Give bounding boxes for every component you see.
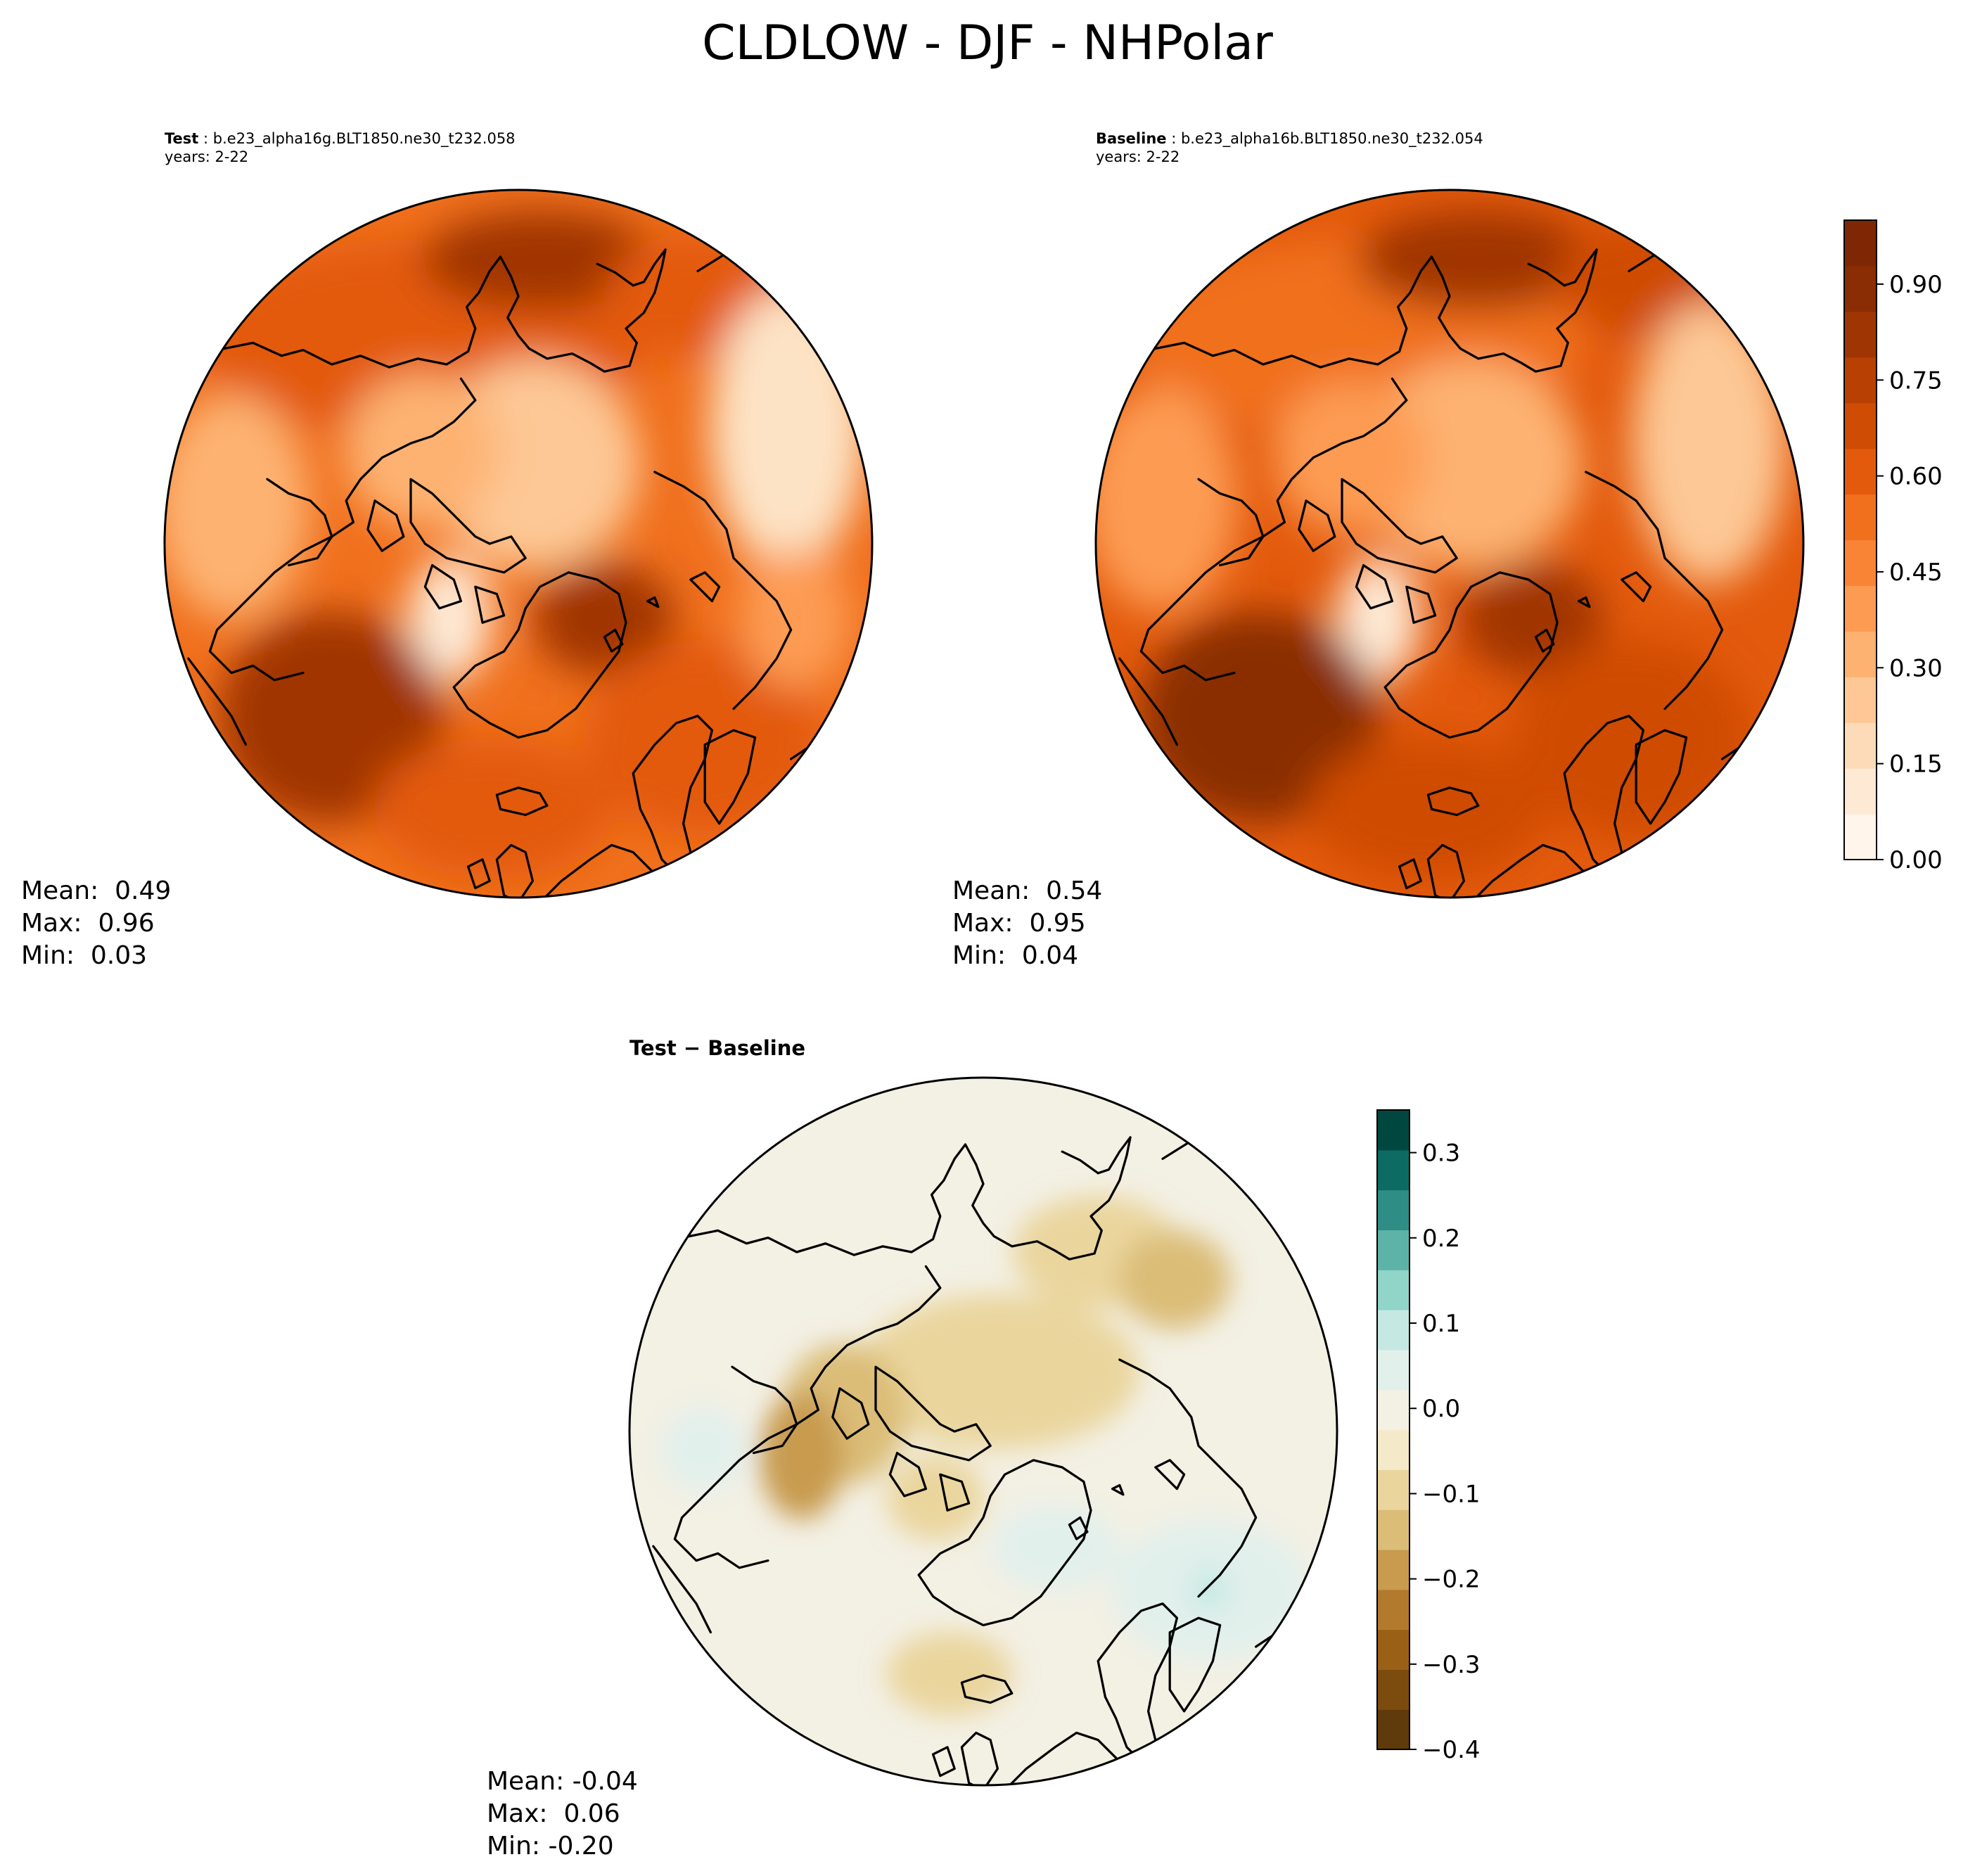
diff-colorbar-swatch — [1377, 1629, 1410, 1670]
diff-colorbar-swatch — [1377, 1589, 1410, 1631]
diff-colorbar-swatch — [1377, 1349, 1410, 1391]
diff-colorbar-tick-label: −0.1 — [1422, 1480, 1481, 1508]
test-max: Max: 0.96 — [21, 909, 155, 938]
diff-map — [628, 1076, 1338, 1787]
figure-title: CLDLOW - DJF - NHPolar — [702, 15, 1273, 71]
diff-colorbar-tick-label: −0.2 — [1422, 1566, 1481, 1594]
abs-colorbar-swatch — [1844, 677, 1877, 723]
diff-colorbar-swatch — [1377, 1469, 1410, 1510]
diff-colorbar-tick-label: 0.2 — [1422, 1225, 1460, 1253]
abs-colorbar-tick-label: 0.90 — [1889, 271, 1943, 299]
abs-colorbar-swatch — [1844, 722, 1877, 769]
diff-colorbar-swatch — [1377, 1189, 1410, 1231]
diff-colorbar-swatch — [1377, 1270, 1410, 1310]
abs-colorbar-swatch — [1844, 220, 1877, 267]
diff-colorbar-swatch — [1377, 1310, 1410, 1351]
abs-colorbar-tick-label: 0.15 — [1889, 751, 1943, 779]
abs-colorbar-swatch — [1844, 814, 1877, 860]
test-stats: Mean: 0.49 Max: 0.96 Min: 0.03 — [21, 875, 171, 972]
test-map — [163, 189, 874, 899]
baseline-subtitle: Baseline : b.e23_alpha16b.BLT1850.ne30_t… — [1096, 130, 1483, 147]
diff-colorbar-swatch — [1377, 1549, 1410, 1590]
abs-colorbar-swatch — [1844, 402, 1877, 449]
diff-colorbar-swatch — [1377, 1709, 1410, 1750]
abs-colorbar-swatch — [1844, 768, 1877, 815]
abs-colorbar-swatch — [1844, 585, 1877, 632]
baseline-mean: Mean: 0.54 — [952, 876, 1103, 905]
abs-colorbar-swatch — [1844, 265, 1877, 312]
diff-min: Min: -0.20 — [487, 1832, 614, 1861]
diff-colorbar-tick-label: −0.3 — [1422, 1651, 1481, 1679]
diff-colorbar-swatch — [1377, 1510, 1410, 1550]
diff-colorbar-swatch — [1377, 1149, 1410, 1191]
baseline-max: Max: 0.95 — [952, 909, 1086, 938]
test-label: Test — [165, 130, 199, 147]
diff-colorbar-tick-label: 0.3 — [1422, 1140, 1460, 1168]
test-mean: Mean: 0.49 — [21, 876, 172, 905]
diff-colorbar-swatch — [1377, 1669, 1410, 1710]
diff-colorbar-tick-label: −0.4 — [1422, 1736, 1481, 1764]
baseline-min: Min: 0.04 — [952, 941, 1079, 970]
colorbar-difference: −0.4 −0.3 −0.2 −0.1 0.0 0.1 0.2 0.3 — [1376, 1109, 1481, 1764]
baseline-case: b.e23_alpha16b.BLT1850.ne30_t232.054 — [1180, 130, 1483, 147]
diff-colorbar-frame — [1376, 1109, 1410, 1750]
abs-colorbar-tick-label: 0.60 — [1889, 463, 1943, 491]
diff-colorbar-tick-label: 0.1 — [1422, 1310, 1460, 1338]
colorbar-absolute: 0.00 0.15 0.30 0.45 0.60 0.75 0.90 — [1843, 219, 1943, 874]
diff-colorbar-swatch — [1377, 1110, 1410, 1151]
abs-colorbar-swatch — [1844, 311, 1877, 358]
abs-colorbar-tick-label: 0.75 — [1889, 366, 1943, 395]
baseline-years: years: 2-22 — [1096, 148, 1180, 165]
baseline-stats: Mean: 0.54 Max: 0.95 Min: 0.04 — [952, 875, 1102, 972]
baseline-label: Baseline — [1096, 130, 1167, 147]
abs-colorbar-frame — [1843, 219, 1877, 860]
test-subtitle: Test : b.e23_alpha16g.BLT1850.ne30_t232.… — [165, 130, 516, 147]
diff-stats: Mean: -0.04 Max: 0.06 Min: -0.20 — [487, 1766, 638, 1863]
diff-colorbar-swatch — [1377, 1389, 1410, 1431]
diff-colorbar-swatch — [1377, 1230, 1410, 1270]
abs-colorbar-tick-label: 0.45 — [1889, 559, 1943, 587]
diff-mean: Mean: -0.04 — [487, 1767, 638, 1796]
abs-colorbar-tick-label: 0.00 — [1889, 846, 1943, 874]
abs-colorbar-swatch — [1844, 494, 1877, 541]
diff-max: Max: 0.06 — [487, 1799, 620, 1828]
test-case: b.e23_alpha16g.BLT1850.ne30_t232.058 — [212, 130, 516, 147]
test-years: years: 2-22 — [165, 148, 249, 165]
abs-colorbar-swatch — [1844, 357, 1877, 404]
baseline-map — [1094, 189, 1805, 899]
diff-title: Test − Baseline — [629, 1036, 806, 1060]
abs-colorbar-swatch — [1844, 448, 1877, 495]
abs-colorbar-swatch — [1844, 540, 1877, 587]
abs-colorbar-tick-label: 0.30 — [1889, 654, 1943, 682]
diff-colorbar-tick-label: 0.0 — [1422, 1395, 1460, 1423]
test-min: Min: 0.03 — [21, 941, 148, 970]
abs-colorbar-swatch — [1844, 631, 1877, 677]
diff-colorbar-swatch — [1377, 1429, 1410, 1470]
